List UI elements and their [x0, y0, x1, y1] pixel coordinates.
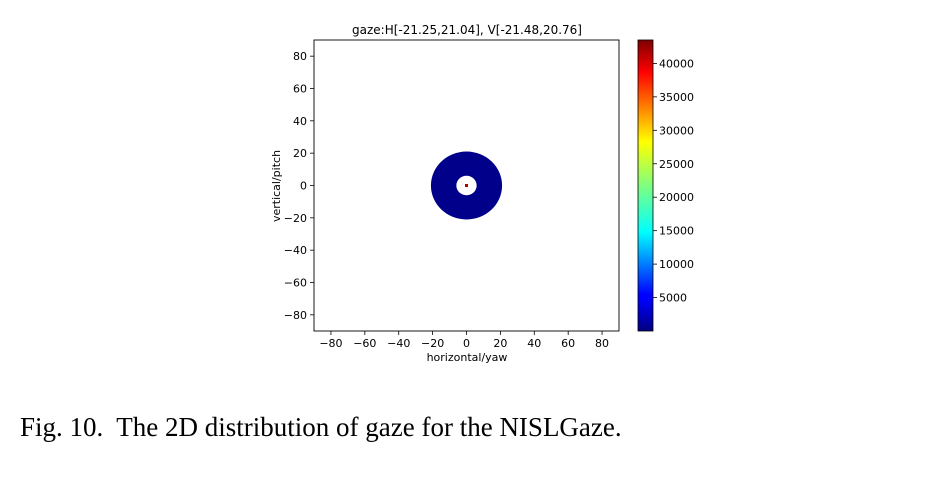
figure-caption: Fig. 10. The 2D distribution of gaze for… [20, 412, 622, 443]
y-axis-label: vertical/pitch [270, 150, 283, 222]
x-tick-label: 40 [527, 337, 541, 350]
y-tick-label: −80 [284, 309, 307, 322]
heatmap-layer [430, 151, 503, 220]
heatmap-ring-region [430, 151, 503, 220]
x-tick-label: −40 [387, 337, 410, 350]
y-tick-label: −20 [284, 212, 307, 225]
x-tick-label: −60 [353, 337, 376, 350]
y-tick-label: 80 [293, 50, 307, 63]
gaze-distribution-figure: gaze:H[-21.25,21.04], V[-21.48,20.76] −8… [270, 23, 694, 364]
x-tick-label: −80 [319, 337, 342, 350]
caption-prefix: Fig. 10. [20, 412, 104, 442]
colorbar-tick-label: 35000 [659, 91, 694, 104]
y-tick-label: 20 [293, 147, 307, 160]
colorbar-tick-label: 10000 [659, 258, 694, 271]
colorbar-tick-label: 5000 [659, 292, 687, 305]
x-tick-label: 80 [595, 337, 609, 350]
x-tick-label: 0 [463, 337, 470, 350]
caption-text: The 2D distribution of gaze for the NISL… [116, 412, 622, 442]
colorbar [637, 39, 654, 332]
x-tick-label: 20 [493, 337, 507, 350]
chart-title: gaze:H[-21.25,21.04], V[-21.48,20.76] [352, 23, 582, 37]
colorbar-tick-label: 30000 [659, 124, 694, 137]
y-tick-label: −40 [284, 244, 307, 257]
colorbar-ticks: 5000 10000 15000 20000 25000 30000 35000 40000 [653, 57, 694, 305]
x-tick-label: 60 [561, 337, 575, 350]
y-tick-label: −60 [284, 277, 307, 290]
x-axis-label: horizontal/yaw [427, 351, 508, 364]
y-tick-label: 40 [293, 115, 307, 128]
heatmap-peak-point [465, 184, 468, 187]
x-axis-ticks: −80 −60 −40 −20 0 20 40 60 80 [319, 331, 609, 350]
colorbar-tick-label: 25000 [659, 158, 694, 171]
colorbar-tick-label: 40000 [659, 57, 694, 70]
colorbar-tick-label: 20000 [659, 191, 694, 204]
y-axis-ticks: −80 −60 −40 −20 0 20 40 60 80 [284, 50, 314, 322]
y-tick-label: 60 [293, 83, 307, 96]
colorbar-tick-label: 15000 [659, 225, 694, 238]
x-tick-label: −20 [421, 337, 444, 350]
y-tick-label: 0 [300, 180, 307, 193]
